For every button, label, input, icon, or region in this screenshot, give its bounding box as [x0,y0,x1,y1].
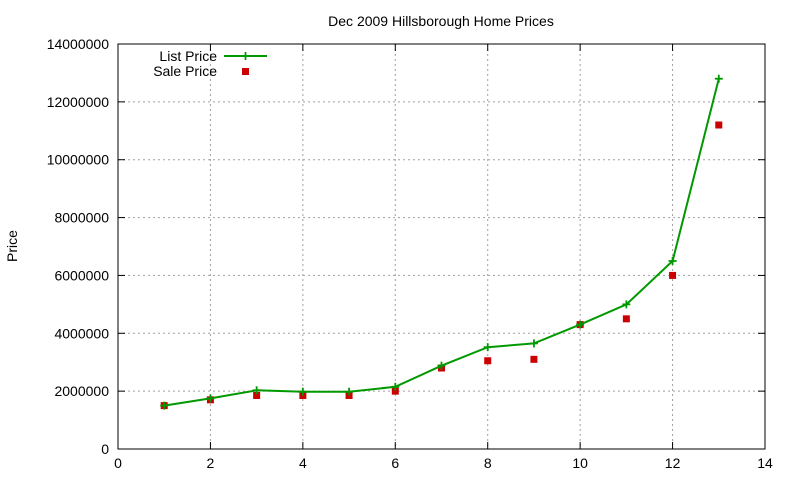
legend-label-list-price: List Price [159,48,217,64]
list-price-point [437,361,446,370]
y-tick-label: 8000000 [54,210,109,226]
x-tick-label: 10 [572,455,588,471]
y-tick-labels: 0 2000000 4000000 6000000 8000000 10000000 120… [47,36,110,457]
list-price-point [576,320,585,329]
list-price-line [164,78,720,407]
axis-ticks [117,43,766,450]
y-tick-label: 12000000 [47,94,110,110]
list-price-point [298,387,307,396]
x-tick-label: 2 [207,455,215,471]
y-tick-label: 6000000 [54,267,109,283]
plot-border [117,43,766,450]
x-tick-label: 4 [299,455,307,471]
sale-price-point [622,315,630,323]
legend-marker-sale-price [242,68,249,75]
y-tick-label: 14000000 [47,36,110,52]
list-price-point [622,300,631,309]
x-tick-label: 12 [665,455,681,471]
y-axis-label: Price [4,230,20,262]
legend-marker-list-price [241,52,250,60]
list-price-point [483,343,492,352]
list-price-point [529,339,538,348]
grid-lines [118,44,765,449]
x-tick-label: 6 [391,455,399,471]
sale-price-point [530,355,538,363]
list-price-point [345,387,354,396]
y-tick-label: 10000000 [47,152,110,168]
x-tick-label: 0 [114,455,122,471]
sale-price-point [484,357,492,365]
list-price-point [160,401,169,410]
y-tick-label: 2000000 [54,383,109,399]
list-price-point [714,74,723,83]
y-tick-label: 0 [101,441,109,457]
sale-price-point [715,121,723,129]
sale-price-point [669,271,677,279]
list-price-point [668,256,677,265]
list-price-point [206,394,215,403]
sale-price-point [253,391,261,399]
sale-price-point [391,387,399,395]
legend-label-sale-price: Sale Price [153,63,217,79]
y-tick-label: 4000000 [54,325,109,341]
x-tick-label: 8 [484,455,492,471]
x-tick-label: 14 [757,455,773,471]
list-price-point [391,382,400,391]
series-layer [160,74,723,410]
x-tick-labels: 0 2 4 6 8 10 12 14 [114,455,773,471]
list-price-point [252,386,261,395]
chart-title: Dec 2009 Hillsborough Home Prices [328,13,554,29]
